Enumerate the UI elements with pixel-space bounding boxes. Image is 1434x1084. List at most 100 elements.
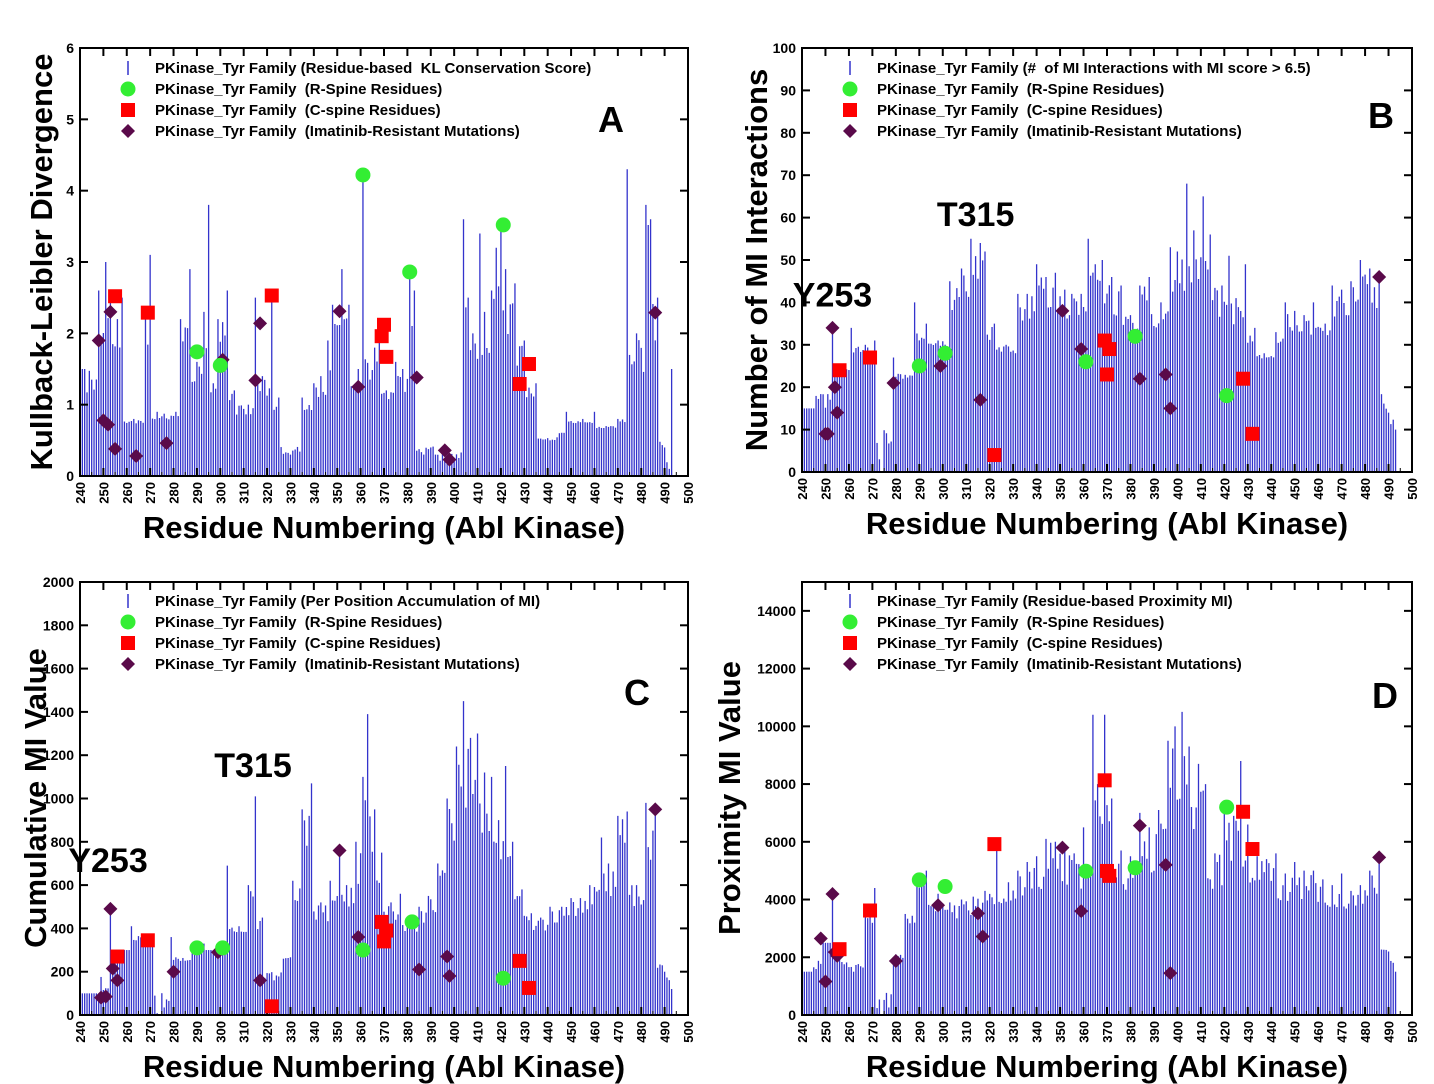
imatinib-marker xyxy=(648,802,663,817)
r-spine-marker xyxy=(1078,354,1094,370)
x-tick-label: 440 xyxy=(1264,1021,1279,1043)
panel-label: B xyxy=(1368,95,1394,136)
r-spine-marker xyxy=(189,940,205,956)
legend-entry-label: PKinase_Tyr Family (R-Spine Residues) xyxy=(877,81,1164,98)
x-tick-label: 340 xyxy=(1030,1021,1045,1043)
x-tick-label: 440 xyxy=(541,482,556,504)
x-tick-label: 460 xyxy=(587,1021,602,1043)
c-spine-marker xyxy=(108,289,123,304)
x-tick-label: 450 xyxy=(564,482,579,504)
x-tick-label: 300 xyxy=(936,478,951,500)
y-tick-label: 5 xyxy=(66,111,74,127)
imatinib-marker xyxy=(1372,850,1387,865)
y-tick-label: 12000 xyxy=(757,661,796,677)
imatinib-marker xyxy=(886,375,901,390)
c-spine-marker xyxy=(1236,371,1251,386)
y-tick-label: 200 xyxy=(51,964,75,980)
x-tick-label: 350 xyxy=(1053,1021,1068,1043)
y-tick-label: 1200 xyxy=(43,747,74,763)
x-tick-label: 450 xyxy=(1288,478,1303,500)
x-tick-label: 280 xyxy=(889,478,904,500)
x-tick-label: 290 xyxy=(912,1021,927,1043)
c-spine-marker xyxy=(374,329,389,344)
x-tick-label: 360 xyxy=(1077,1021,1092,1043)
x-tick-label: 370 xyxy=(377,1021,392,1043)
y-tick-label: 6 xyxy=(66,40,74,56)
x-tick-label: 240 xyxy=(795,478,810,500)
x-tick-label: 460 xyxy=(1311,478,1326,500)
imatinib-marker xyxy=(442,969,457,984)
y-tick-label: 1000 xyxy=(43,791,74,807)
c-spine-marker xyxy=(377,317,391,332)
imatinib-marker xyxy=(159,436,174,451)
imatinib-marker xyxy=(409,370,424,385)
legend-imatinib-symbol xyxy=(121,124,135,138)
x-tick-label: 500 xyxy=(1405,478,1420,500)
imatinib-marker xyxy=(129,449,144,464)
r-spine-marker xyxy=(1127,328,1143,344)
r-spine-marker xyxy=(189,344,205,360)
x-tick-label: 390 xyxy=(1147,1021,1162,1043)
y-tick-label: 0 xyxy=(66,1007,74,1023)
legend-r-spine-symbol xyxy=(120,614,136,630)
x-tick-label: 470 xyxy=(1335,478,1350,500)
x-tick-label: 490 xyxy=(658,482,673,504)
x-tick-label: 400 xyxy=(447,1021,462,1043)
r-spine-marker xyxy=(1127,860,1143,876)
imatinib-marker xyxy=(1074,904,1089,919)
y-tick-label: 40 xyxy=(780,294,796,310)
x-tick-label: 460 xyxy=(1311,1021,1326,1043)
imatinib-marker xyxy=(825,887,840,902)
legend-entry-label: PKinase_Tyr Family (R-Spine Residues) xyxy=(877,614,1164,631)
imatinib-marker xyxy=(973,392,988,407)
legend-entry-label: PKinase_Tyr Family (C-spine Residues) xyxy=(877,102,1163,119)
x-tick-label: 460 xyxy=(587,482,602,504)
c-spine-marker xyxy=(377,934,391,949)
x-tick-label: 480 xyxy=(1358,1021,1373,1043)
legend-c-spine-symbol xyxy=(121,103,135,117)
y-axis-label: Cumulative MI Value xyxy=(18,648,53,948)
x-tick-label: 260 xyxy=(120,482,135,504)
x-tick-label: 430 xyxy=(517,1021,532,1043)
x-tick-label: 430 xyxy=(1241,1021,1256,1043)
x-tick-label: 300 xyxy=(213,482,228,504)
c-spine-marker xyxy=(140,305,155,320)
imatinib-marker xyxy=(253,973,268,988)
x-tick-label: 380 xyxy=(1123,1021,1138,1043)
legend-c-spine-symbol xyxy=(121,636,135,650)
y-tick-label: 1400 xyxy=(43,704,74,720)
imatinib-marker xyxy=(253,316,268,331)
c-spine-marker xyxy=(1245,426,1260,441)
imatinib-marker xyxy=(648,305,663,320)
x-tick-label: 340 xyxy=(307,1021,322,1043)
imatinib-marker xyxy=(818,974,833,989)
x-tick-label: 360 xyxy=(354,482,369,504)
y-axis-label: Proximity MI Value xyxy=(712,661,747,935)
x-tick-label: 420 xyxy=(1217,478,1232,500)
x-tick-label: 450 xyxy=(1288,1021,1303,1043)
panel-d: 240 250 260 270 280 290 300 310 320 330 340 350 360 3… xyxy=(712,581,1420,1084)
x-tick-label: 430 xyxy=(1241,478,1256,500)
legend-entry-label: PKinase_Tyr Family (Imatinib-Resistant M… xyxy=(155,656,520,673)
x-tick-label: 260 xyxy=(120,1021,135,1043)
y-tick-label: 2 xyxy=(66,325,74,341)
legend: PKinase_Tyr Family (Residue-based Proxim… xyxy=(842,593,1242,673)
x-tick-label: 400 xyxy=(1170,478,1185,500)
imatinib-marker xyxy=(108,441,123,456)
imatinib-marker xyxy=(1132,371,1147,386)
imatinib-marker xyxy=(933,359,948,373)
x-tick-label: 310 xyxy=(237,482,252,504)
x-tick-label: 240 xyxy=(73,482,88,504)
c-spine-marker xyxy=(264,999,279,1014)
y-tick-label: 8000 xyxy=(765,776,796,792)
x-tick-label: 490 xyxy=(658,1021,673,1043)
legend-entry-label: PKinase_Tyr Family (R-Spine Residues) xyxy=(155,81,442,98)
y-tick-label: 50 xyxy=(780,252,796,268)
legend: PKinase_Tyr Family (Residue-based KL Con… xyxy=(120,60,591,140)
x-tick-label: 350 xyxy=(330,482,345,504)
x-tick-label: 260 xyxy=(842,1021,857,1043)
x-tick-label: 420 xyxy=(494,1021,509,1043)
c-spine-marker xyxy=(863,903,878,918)
imatinib-marker xyxy=(351,930,366,945)
